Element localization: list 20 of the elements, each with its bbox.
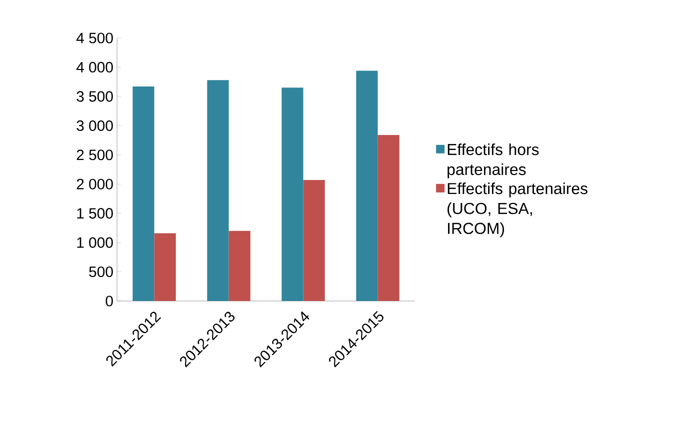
bar — [132, 86, 154, 301]
bar — [207, 80, 229, 301]
bar — [303, 180, 325, 301]
y-tick-label: 2 500 — [76, 150, 113, 160]
y-tick-label: 4 500 — [76, 32, 113, 44]
legend-label: Effectifs partenaires (UCO, ESA, IRCOM) — [448, 182, 588, 238]
bar — [228, 230, 250, 301]
y-tick-label: 1 500 — [77, 208, 113, 219]
y-tick-label: 1 000 — [77, 237, 113, 248]
y-tick-label: 0 — [106, 296, 113, 306]
legend-label: Effectifs hors partenaires — [448, 143, 539, 178]
y-tick-label: 500 — [89, 266, 113, 278]
y-tick-label: 4 000 — [76, 62, 113, 73]
y-tick-label: 3 500 — [76, 91, 113, 102]
y-tick-label: 2 000 — [76, 178, 113, 190]
bar — [154, 233, 176, 301]
y-tick-label: 3 000 — [76, 120, 113, 131]
bar — [378, 135, 400, 301]
bar — [356, 70, 378, 301]
bar — [282, 88, 304, 301]
